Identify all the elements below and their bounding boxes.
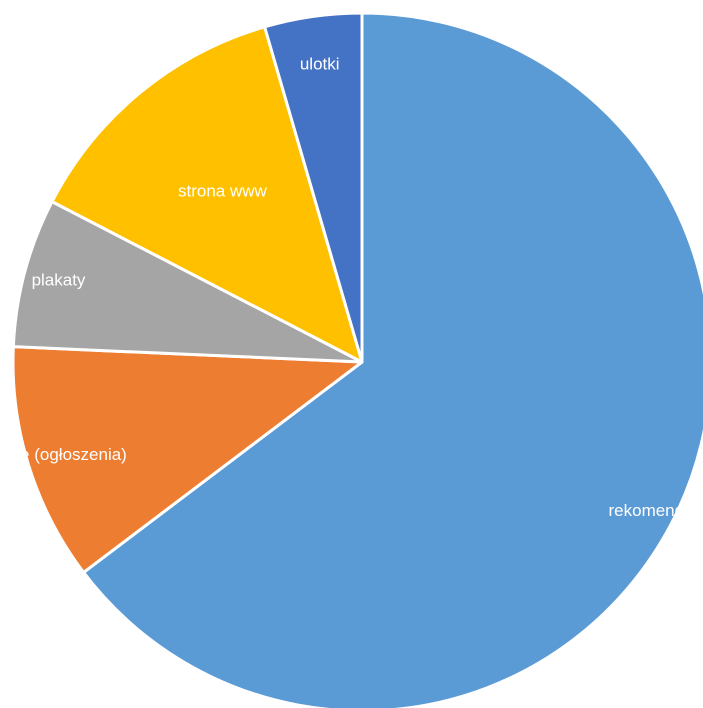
pie-label-inne-og-oszenia: inne (ogłoszenia) xyxy=(0,445,127,464)
pie-label-strona-www: strona www xyxy=(178,182,268,201)
pie-label-plakaty: plakaty xyxy=(32,270,86,289)
pie-slice-inne-og-oszenia xyxy=(11,345,364,574)
pie-slice-plakaty xyxy=(11,200,364,364)
pie-labels: rekomendacja inne (ogłoszenia) plakaty stro… xyxy=(0,54,703,519)
pie-label-ulotki: ulotki xyxy=(300,54,340,73)
pie-slice-strona-www xyxy=(50,25,364,364)
pie-slice-ulotki xyxy=(263,11,364,364)
pie-label-rekomendacja: rekomendacja xyxy=(609,501,703,520)
pie-slices xyxy=(11,11,703,708)
pie-slice-rekomendacja xyxy=(82,11,703,708)
